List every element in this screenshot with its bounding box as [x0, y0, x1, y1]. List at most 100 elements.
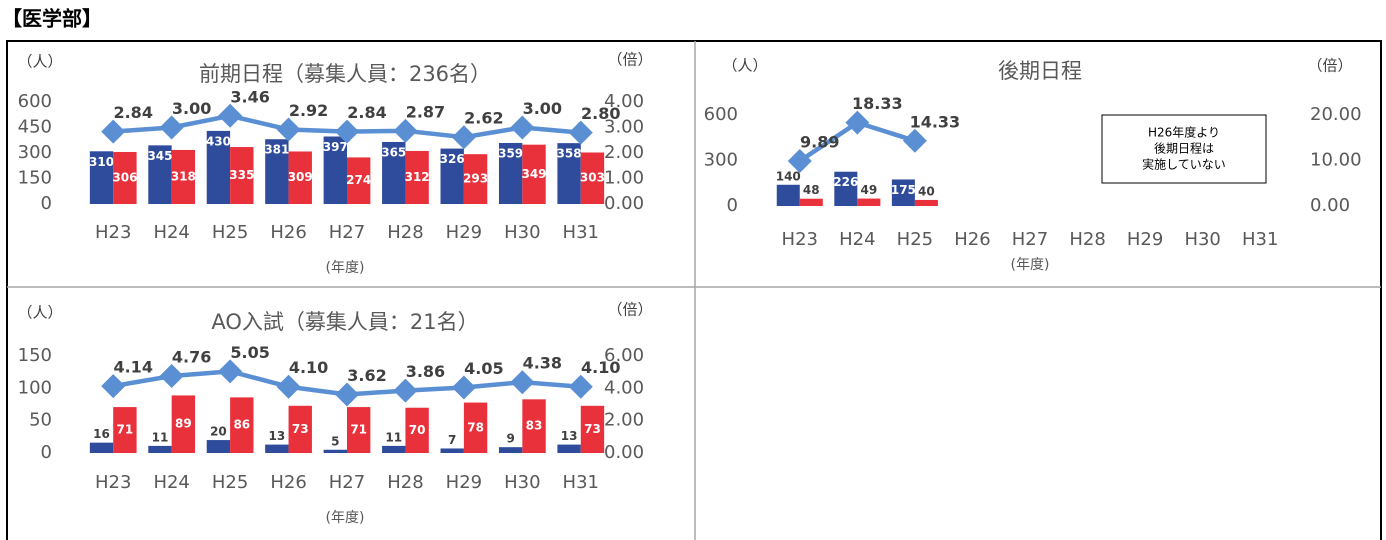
y2-tick-label: 2.00 [604, 410, 644, 431]
x-tick-label: H27 [329, 472, 365, 493]
x-tick-label: H31 [1242, 229, 1278, 250]
y2-tick-label: 20.00 [1310, 104, 1362, 125]
bar-value-label: 83 [526, 419, 543, 433]
bar [557, 143, 581, 204]
bar [382, 445, 406, 453]
bar [498, 142, 523, 204]
annotation-box [1101, 114, 1267, 184]
x-tick-label: H30 [1184, 229, 1220, 250]
y-tick-label: 50 [29, 410, 52, 431]
y-tick-label: 0 [41, 442, 52, 463]
x-tick-label: H24 [153, 222, 189, 243]
ratio-label: 2.84 [347, 103, 386, 122]
ratio-label: 2.87 [406, 102, 445, 121]
x-tick-label: H28 [387, 222, 423, 243]
x-tick-label: H25 [212, 472, 248, 493]
y-tick-label: 600 [18, 91, 52, 112]
y2-tick-label: 0.00 [604, 442, 644, 463]
y-axis-label: （人） [17, 53, 62, 71]
chart-title: AO入試（募集人員：21名） [211, 310, 478, 334]
ratio-marker [276, 374, 301, 399]
y-tick-label: 450 [18, 117, 52, 138]
y2-tick-label: 10.00 [1310, 150, 1362, 171]
annotation-text: H26年度より [1148, 125, 1220, 140]
bar-value-label: 381 [264, 143, 289, 157]
bar-value-label: 365 [381, 145, 406, 159]
bar [148, 445, 172, 453]
bar-value-label: 13 [269, 429, 286, 443]
ratio-marker [218, 359, 243, 384]
x-tick-label: H28 [387, 472, 423, 493]
ratio-marker [218, 103, 243, 128]
bar [113, 407, 137, 453]
ratio-marker [335, 382, 359, 407]
x-tick-label: H26 [270, 472, 306, 493]
bar [148, 145, 172, 204]
bar [776, 184, 800, 206]
x-tick-label: H27 [329, 222, 365, 243]
bar [288, 405, 312, 453]
bar [405, 407, 429, 453]
ratio-marker [902, 128, 927, 153]
bar-value-label: 78 [467, 420, 484, 434]
x-tick-label: H24 [839, 229, 875, 250]
bar [580, 152, 605, 204]
ratio-marker [393, 118, 418, 143]
bar [265, 139, 289, 204]
x-tick-label: H26 [954, 229, 990, 250]
bar [857, 198, 881, 206]
ratio-label: 9.89 [800, 133, 839, 152]
ratio-marker [335, 119, 359, 144]
ratio-label: 5.05 [230, 343, 269, 362]
x-tick-label: H30 [504, 472, 540, 493]
chart-title: 後期日程 [998, 59, 1082, 83]
bar [206, 440, 231, 453]
bar [288, 151, 312, 204]
bar [113, 151, 137, 204]
bar-value-label: 140 [776, 169, 801, 183]
bar-value-label: 345 [147, 149, 172, 163]
y2-tick-label: 1.00 [604, 168, 644, 189]
y-tick-label: 150 [18, 168, 52, 189]
ratio-label: 4.10 [581, 358, 620, 377]
ratio-marker [510, 370, 535, 395]
bar-value-label: 11 [152, 430, 169, 444]
bar [522, 399, 546, 453]
x-tick-label: H23 [95, 472, 131, 493]
y2-axis-label: （倍） [1307, 57, 1352, 75]
outer-border [6, 40, 1382, 540]
x-tick-label: H23 [95, 222, 131, 243]
bar [463, 154, 488, 204]
bar-value-label: 20 [210, 425, 227, 439]
bar-value-label: 397 [323, 140, 348, 154]
bar-value-label: 274 [346, 173, 371, 187]
x-tick-label: H29 [1127, 229, 1163, 250]
bar-value-label: 303 [580, 171, 605, 185]
bar [498, 447, 523, 453]
bar [323, 136, 347, 204]
ratio-label: 4.10 [289, 358, 328, 377]
y-tick-label: 600 [704, 104, 738, 125]
ratio-marker [159, 115, 184, 140]
bar [580, 405, 605, 453]
bar-value-label: 71 [350, 423, 367, 437]
bar-value-label: 40 [918, 184, 935, 198]
bar [347, 407, 371, 453]
bar-value-label: 5 [331, 434, 339, 448]
y-tick-label: 0 [727, 195, 738, 216]
y2-tick-label: 4.00 [604, 377, 644, 398]
ratio-label: 4.14 [113, 358, 152, 377]
bar-value-label: 318 [171, 169, 196, 183]
x-tick-label: H27 [1012, 229, 1048, 250]
x-axis-label: (年度) [326, 510, 365, 526]
annotation-text: 後期日程は [1154, 141, 1214, 156]
bar-value-label: 86 [233, 418, 250, 432]
x-axis-label: (年度) [1011, 257, 1050, 273]
ratio-marker [101, 119, 126, 144]
bar-value-label: 71 [117, 423, 134, 437]
ratio-label: 3.00 [523, 99, 562, 118]
ratio-label: 2.80 [581, 104, 620, 123]
ratio-marker [393, 378, 418, 403]
